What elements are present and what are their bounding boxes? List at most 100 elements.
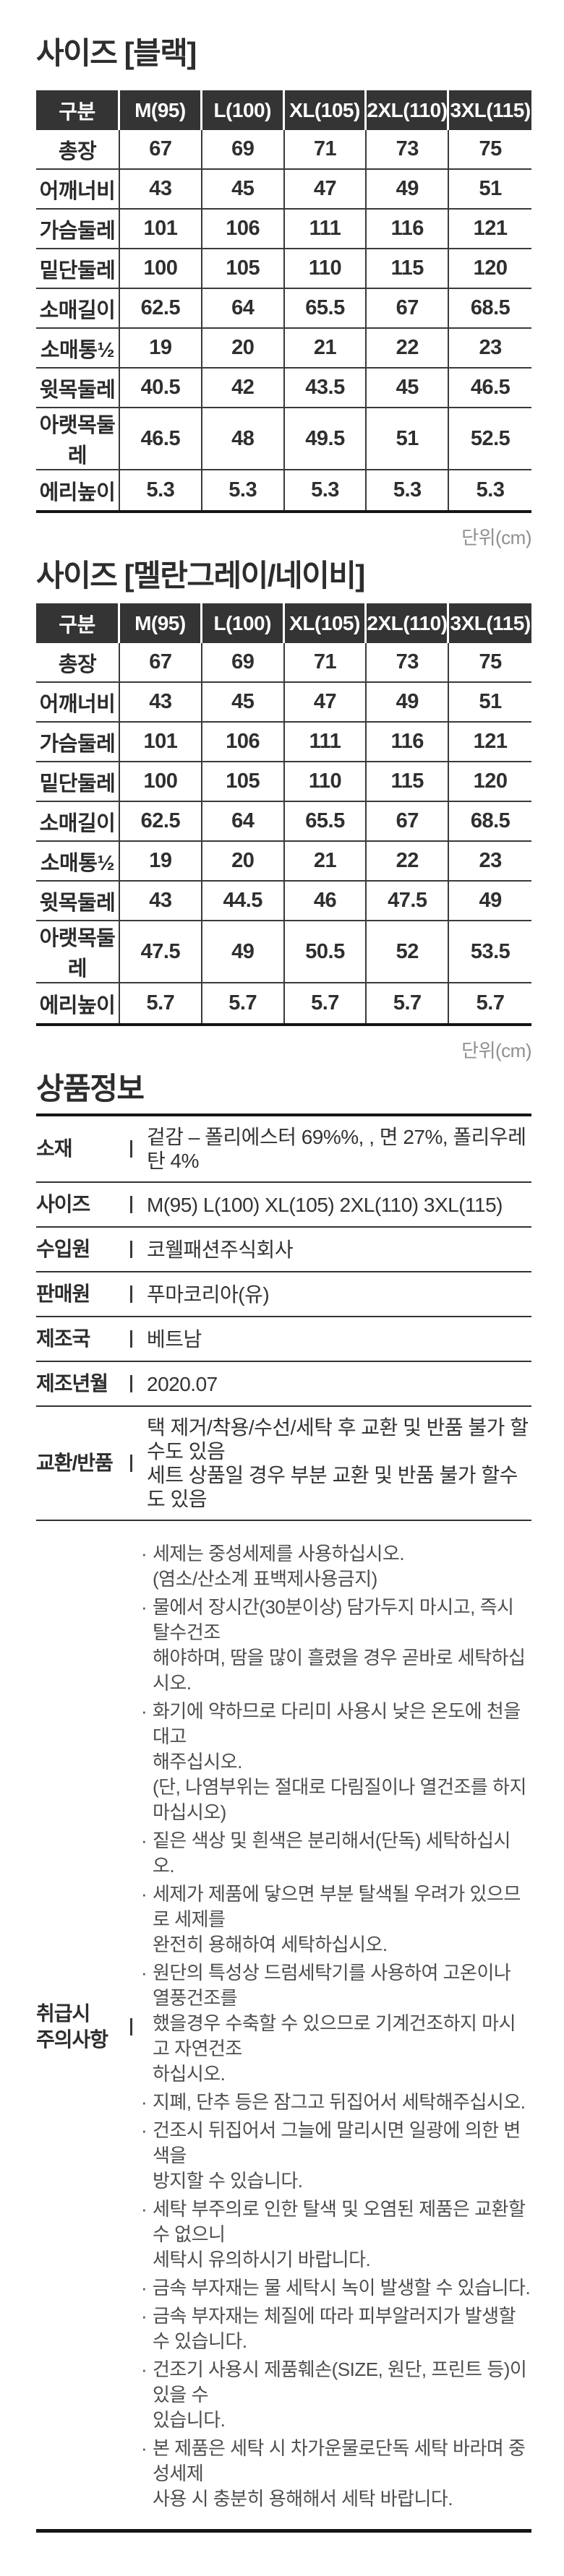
row-label-cell: 에리높이 (36, 983, 120, 1023)
care-row: 취급시 주의사항 · 세제는 중성세제를 사용하십시오. (염소/산소계 표백제… (36, 1521, 531, 2529)
size-value-cell: 68.5 (449, 289, 531, 329)
info-value: 코웰패션주식회사 (147, 1238, 294, 1261)
size-table-row: 밑단둘레 100 105 110 115 120 (36, 249, 531, 289)
size-value-cell: 5.7 (202, 983, 285, 1023)
size-table-row: 어깨너비 43 45 47 49 51 (36, 683, 531, 723)
size-value-cell: 50.5 (284, 921, 367, 983)
size-table-row: 아랫목둘레 46.5 48 49.5 51 52.5 (36, 408, 531, 470)
size-value-cell: 52 (367, 921, 450, 983)
row-label-cell: 소매길이 (36, 802, 120, 842)
size-value-cell: 21 (284, 329, 367, 369)
info-row: 제조국 베트남 (36, 1317, 531, 1362)
info-label: 수입원 (36, 1238, 90, 1260)
size-value-cell: 111 (284, 210, 367, 249)
size-value-cell: 69 (202, 643, 285, 683)
care-text: 건조시 뒤집어서 그늘에 말리시면 일광에 의한 변색을 방지할 수 있습니다. (153, 2119, 521, 2192)
row-label-cell: 밑단둘레 (36, 762, 120, 802)
care-item: · 건조시 뒤집어서 그늘에 말리시면 일광에 의한 변색을 방지할 수 있습니… (141, 2118, 531, 2194)
bullet-icon: · (141, 1700, 148, 1722)
care-text: 원단의 특성상 드럼세탁기를 사용하여 고온이나 열풍건조를 했을경우 수축할 … (153, 1962, 516, 2085)
row-label-cell: 가슴둘레 (36, 723, 120, 762)
size-value-cell: 5.3 (202, 470, 285, 510)
bullet-icon: · (141, 1962, 148, 1983)
size-value-cell: 44.5 (202, 882, 285, 921)
column-header: L(100) (202, 603, 285, 643)
care-text: 지폐, 단추 등은 잠그고 뒤집어서 세탁해주십시오. (153, 2091, 526, 2113)
care-text: 금속 부자재는 물 세탁시 녹이 발생할 수 있습니다. (153, 2277, 531, 2299)
row-label-cell: 어깨너비 (36, 170, 120, 210)
size-table-row: 소매길이 62.5 64 65.5 67 68.5 (36, 289, 531, 329)
size-value-cell: 120 (449, 249, 531, 289)
column-header: 2XL(110) (367, 603, 450, 643)
info-value: 베트남 (147, 1327, 202, 1351)
size-value-cell: 115 (367, 762, 450, 802)
bullet-icon: · (141, 2437, 148, 2459)
info-value: 푸마코리아(유) (147, 1283, 270, 1306)
info-row: 제조년월 2020.07 (36, 1362, 531, 1407)
info-value: 2020.07 (147, 1372, 218, 1395)
info-label: 제조년월 (36, 1372, 108, 1395)
unit-label: 단위(cm) (461, 1040, 531, 1061)
size-table-row: 윗목둘레 40.5 42 43.5 45 46.5 (36, 369, 531, 408)
size-value-cell: 110 (284, 249, 367, 289)
row-label-cell: 아랫목둘레 (36, 408, 120, 470)
care-text: 세탁 부주의로 인한 탈색 및 오염된 제품은 교환할 수 없으니 세탁시 유의… (153, 2198, 526, 2270)
care-text: 물에서 장시간(30분이상) 담가두지 마시고, 즉시 탈수건조 해야하며, 땀… (153, 1596, 526, 1694)
label-value-divider (130, 1196, 132, 1213)
row-label-cell: 어깨너비 (36, 683, 120, 723)
size-value-cell: 73 (367, 130, 450, 170)
care-item: · 화기에 약하므로 다리미 사용시 낮은 온도에 천을 대고 해주십시오. (… (141, 1699, 531, 1825)
size-value-cell: 49 (202, 921, 285, 983)
size-value-cell: 48 (202, 408, 285, 470)
size-value-cell: 47.5 (367, 882, 450, 921)
size-table-row: 가슴둘레 101 106 111 116 121 (36, 723, 531, 762)
label-value-divider (130, 1241, 132, 1258)
row-label-cell: 윗목둘레 (36, 882, 120, 921)
info-row: 수입원 코웰패션주식회사 (36, 1228, 531, 1272)
unit-label: 단위(cm) (461, 527, 531, 548)
label-value-divider (130, 1375, 132, 1392)
size-table-row: 가슴둘레 101 106 111 116 121 (36, 210, 531, 249)
size-value-cell: 46.5 (449, 369, 531, 408)
bullet-icon: · (141, 2091, 148, 2113)
care-item: · 건조기 사용시 제품훼손(SIZE, 원단, 프린트 등)이 있을 수 있습… (141, 2357, 531, 2433)
bullet-icon: · (141, 2305, 148, 2327)
size-value-cell: 5.3 (285, 470, 367, 510)
label-value-divider (130, 1285, 132, 1303)
size-value-cell: 69 (202, 130, 285, 170)
care-item: · 원단의 특성상 드럼세탁기를 사용하여 고온이나 열풍건조를 했을경우 수축… (141, 1960, 531, 2087)
size-value-cell: 49 (449, 882, 531, 921)
info-row: 사이즈 M(95) L(100) XL(105) 2XL(110) 3XL(11… (36, 1183, 531, 1228)
size-value-cell: 116 (367, 210, 450, 249)
care-text: 화기에 약하므로 다리미 사용시 낮은 온도에 천을 대고 해주십시오. (단,… (153, 1700, 526, 1823)
info-label: 교환/반품 (36, 1452, 114, 1474)
row-label-cell: 소매길이 (36, 289, 120, 329)
row-label-cell: 소매통½ (36, 842, 120, 882)
label-value-divider (130, 1330, 132, 1348)
size-value-cell: 67 (120, 643, 202, 683)
size-value-cell: 49 (367, 170, 450, 210)
care-item: · 세제는 중성세제를 사용하십시오. (염소/산소계 표백제사용금지) (141, 1541, 531, 1592)
size-value-cell: 20 (202, 842, 285, 882)
size-value-cell: 106 (202, 210, 285, 249)
care-label: 취급시 주의사항 (36, 2002, 108, 2051)
row-label-cell: 윗목둘레 (36, 369, 120, 408)
label-value-divider (130, 2017, 132, 2036)
size-value-cell: 52.5 (449, 408, 531, 470)
size-value-cell: 105 (202, 249, 285, 289)
care-text: 세제가 제품에 닿으면 부분 탈색될 우려가 있으므로 세제를 완전히 용해하여… (153, 1883, 521, 1955)
size-table-black: 구분 M(95) L(100) XL(105) 2XL(110) 3XL(115) 총장 … (36, 90, 531, 513)
size-value-cell: 111 (284, 723, 367, 762)
row-label-cell: 총장 (36, 643, 120, 683)
care-text: 금속 부자재는 체질에 따라 피부알러지가 발생할 수 있습니다. (153, 2305, 516, 2352)
bullet-icon: · (141, 1596, 148, 1618)
size-value-cell: 68.5 (449, 802, 531, 842)
column-header: M(95) (120, 603, 202, 643)
care-item: · 세탁 부주의로 인한 탈색 및 오염된 제품은 교환할 수 없으니 세탁시 … (141, 2197, 531, 2273)
care-text: 건조기 사용시 제품훼손(SIZE, 원단, 프린트 등)이 있을 수 있습니다… (153, 2359, 527, 2431)
bullet-icon: · (141, 1830, 148, 1851)
size-value-cell: 42 (202, 369, 285, 408)
size-table-row: 소매통½ 19 20 21 22 23 (36, 329, 531, 369)
size-value-cell: 100 (120, 762, 202, 802)
